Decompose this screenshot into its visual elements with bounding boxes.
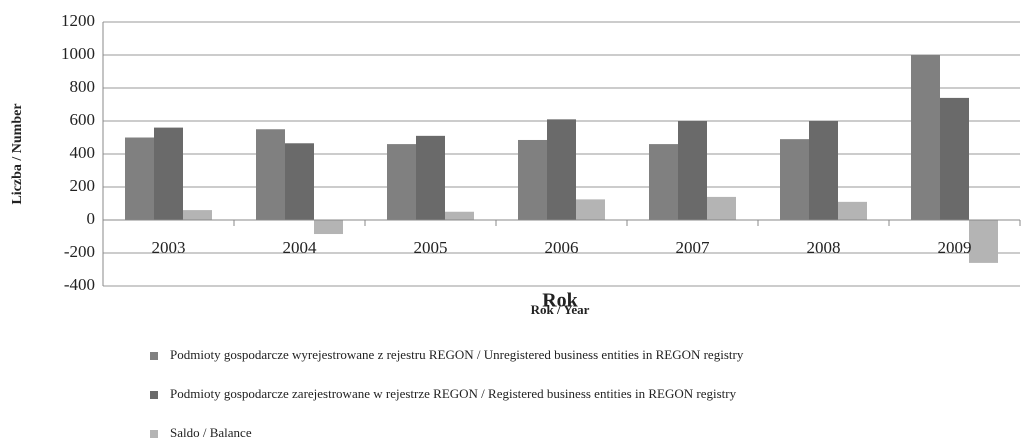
y-tick-label: 400 [70,143,96,162]
bar [285,143,314,220]
bar [707,196,736,220]
legend-label: Saldo / Balance [170,425,252,440]
legend-swatch [150,391,158,399]
bar [518,139,547,220]
x-tick-label: 2007 [676,238,711,257]
x-tick-label: 2004 [283,238,318,257]
x-tick-label: 2003 [152,238,186,257]
bar [780,139,809,220]
legend-label: Podmioty gospodarcze wyrejestrowane z re… [170,347,744,362]
x-axis-label: Rok / Year [531,302,590,317]
bar [940,97,969,220]
annotation: Rok [542,290,578,312]
y-tick-label: -200 [64,242,95,261]
y-axis-label: Liczba / Number [10,103,25,204]
bar [183,210,212,220]
y-tick-label: 1200 [61,11,95,30]
bar [838,201,867,220]
bar [576,199,605,220]
legend-swatch [150,430,158,438]
bar [678,121,707,220]
legend-swatch [150,352,158,360]
x-tick-label: 2006 [545,238,579,257]
x-tick-label: 2009 [938,238,972,257]
bar [125,137,154,220]
bar [969,220,998,263]
bar [445,211,474,220]
bar [809,121,838,220]
bar [649,144,678,220]
bar [547,119,576,220]
y-tick-label: 1000 [61,44,95,63]
bar [256,129,285,220]
bar [911,55,940,220]
y-tick-label: 600 [70,110,96,129]
y-tick-label: 200 [70,176,96,195]
bar [154,127,183,220]
y-tick-label: -400 [64,275,95,294]
bar [314,220,343,235]
y-tick-label: 0 [87,209,96,228]
legend-label: Podmioty gospodarcze zarejestrowane w re… [170,386,737,401]
bar [387,144,416,220]
x-tick-label: 2005 [414,238,448,257]
y-tick-label: 800 [70,77,96,96]
x-tick-label: 2008 [807,238,841,257]
bar [416,135,445,220]
